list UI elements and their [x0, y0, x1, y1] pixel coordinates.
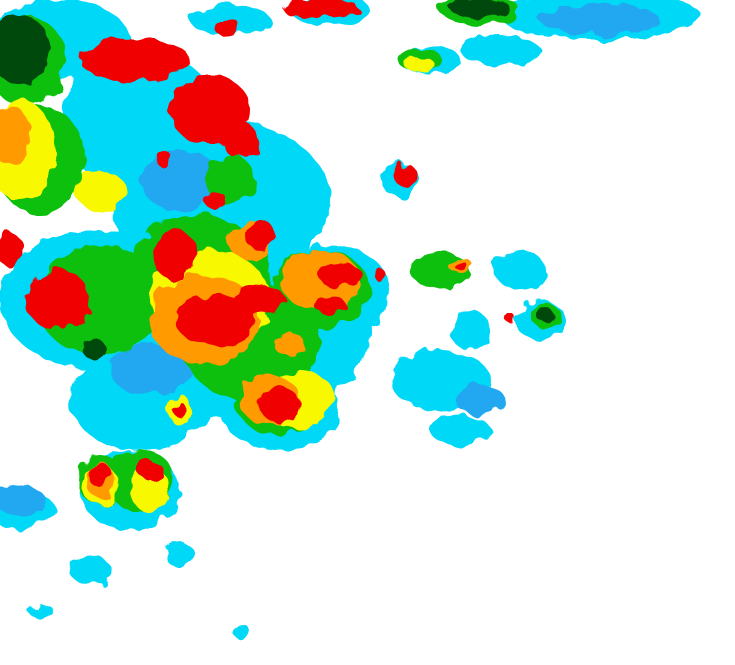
- cloud-region-yellow: [75, 170, 125, 210]
- cloud-region-blue: [0, 485, 45, 515]
- cloud-region-orange: [0, 105, 30, 165]
- cloud-region-red: [260, 387, 300, 423]
- cloud-region-red: [138, 460, 162, 480]
- cloud-region-red: [0, 234, 24, 266]
- cloud-region-red: [175, 295, 255, 345]
- cloud-region-cyan: [70, 555, 110, 585]
- cloud-region-red: [26, 270, 90, 330]
- cloud-region-red: [282, 0, 358, 18]
- cloud-region-cyan: [28, 602, 52, 618]
- cloud-region-red: [315, 295, 345, 315]
- cloud-region-red: [505, 313, 515, 323]
- cloud-region-orange: [275, 333, 305, 357]
- cloud-region-yellow: [405, 57, 435, 73]
- cloud-region-blue: [540, 5, 660, 35]
- cloud-region-red: [235, 285, 285, 315]
- cloud-region-cyan: [430, 415, 490, 445]
- cloud-region-red: [245, 220, 275, 250]
- cloud-region-red: [222, 122, 258, 158]
- cloud-region-cyan: [232, 622, 248, 638]
- cloud-region-cyan: [190, 5, 270, 35]
- cloud-region-red: [394, 163, 416, 187]
- cloud-region-red: [157, 152, 173, 168]
- cloud-region-red: [214, 20, 242, 36]
- cloud-region-dark-green: [450, 0, 510, 18]
- cloud-region-blue: [455, 385, 505, 415]
- cloud-region-blue: [110, 345, 190, 395]
- cloud-region-red: [80, 38, 190, 82]
- cloud-region-red: [205, 190, 225, 210]
- cloud-region-cyan: [165, 543, 195, 567]
- cloud-region-red: [153, 230, 197, 280]
- cloud-region-dark-green: [83, 340, 107, 360]
- cloud-region-dark-green: [0, 15, 50, 85]
- cloud-region-dark-green: [537, 307, 553, 323]
- cloud-region-cyan: [460, 35, 540, 65]
- cloud-region-red: [174, 402, 186, 418]
- cloud-region-red: [374, 269, 386, 281]
- cloud-region-red: [454, 260, 466, 270]
- cloud-region-yellow: [130, 468, 170, 512]
- cloud-region-red: [88, 463, 112, 487]
- cloud-region-red: [318, 263, 362, 287]
- cloud-region-cyan: [450, 310, 490, 350]
- cloud-region-cyan: [495, 250, 545, 290]
